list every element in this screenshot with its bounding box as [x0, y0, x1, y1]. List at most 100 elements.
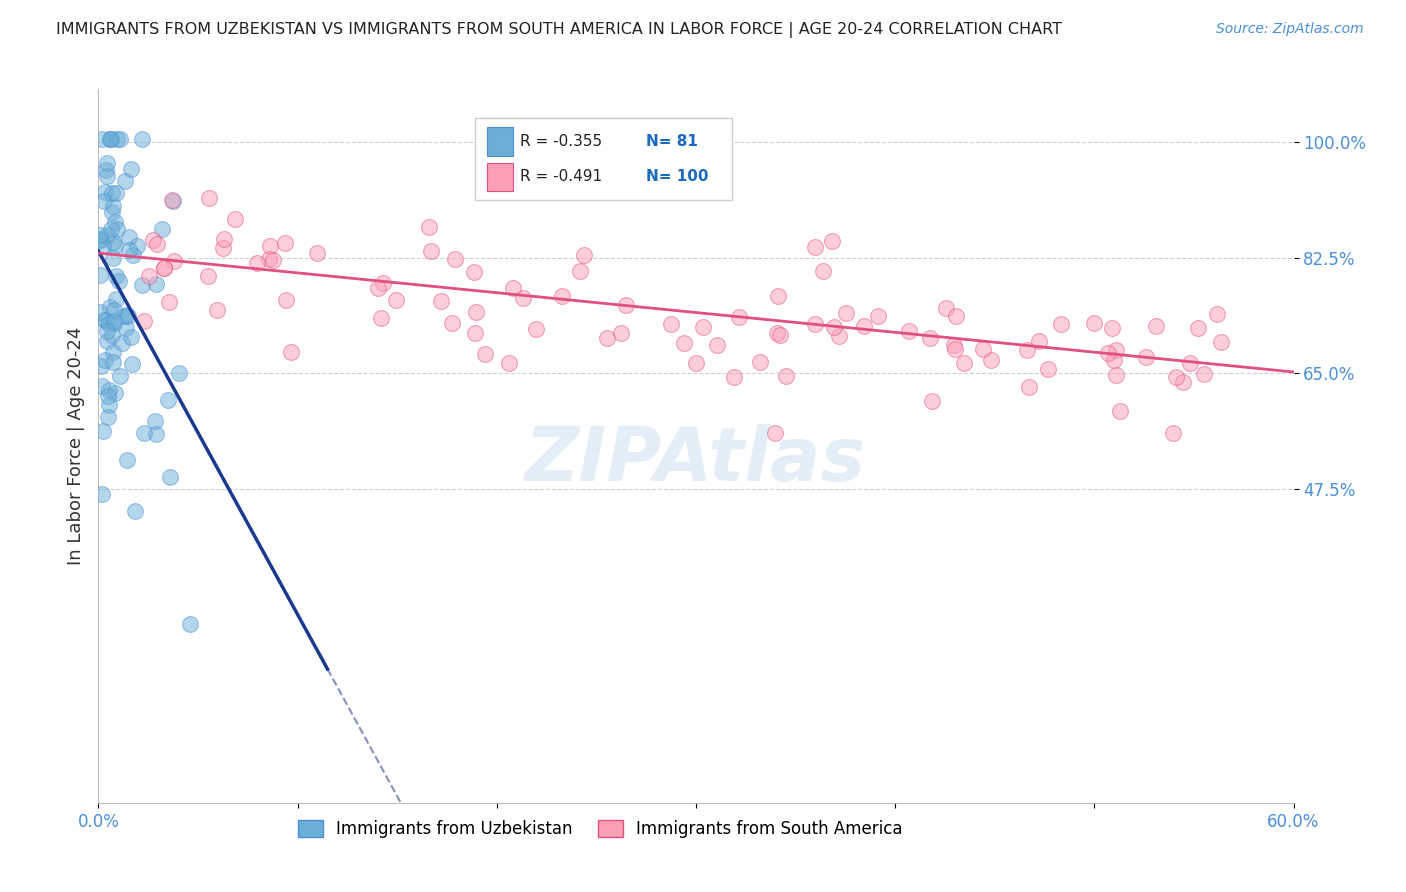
- Point: [803, 317, 825, 331]
- Point: [512, 291, 534, 305]
- Point: [101, 345, 124, 359]
- Point: [152, 221, 174, 235]
- Point: [821, 234, 844, 248]
- Point: [1102, 353, 1125, 368]
- Point: [96, 227, 118, 242]
- Point: [110, 132, 132, 146]
- Point: [90, 359, 112, 373]
- Point: [105, 132, 128, 146]
- Point: [1135, 350, 1157, 364]
- Point: [89, 232, 111, 246]
- Point: [727, 310, 749, 325]
- Point: [823, 319, 845, 334]
- Point: [1173, 375, 1195, 389]
- Point: [115, 452, 138, 467]
- Point: [1036, 362, 1059, 376]
- Point: [91, 425, 114, 439]
- Point: [100, 186, 122, 201]
- Point: [953, 356, 976, 370]
- Point: [122, 248, 145, 262]
- Point: [103, 385, 125, 400]
- Point: [103, 314, 125, 328]
- Text: ZIPAtlas: ZIPAtlas: [526, 424, 866, 497]
- Point: [430, 293, 453, 308]
- Point: [103, 355, 125, 369]
- Point: [89, 233, 111, 247]
- FancyBboxPatch shape: [486, 162, 513, 191]
- Point: [945, 343, 967, 357]
- Point: [897, 324, 920, 338]
- Point: [89, 305, 111, 319]
- Point: [616, 297, 638, 311]
- Point: [1192, 367, 1215, 381]
- Point: [813, 264, 835, 278]
- Point: [371, 277, 394, 291]
- Point: [111, 336, 134, 351]
- Point: [673, 336, 696, 351]
- Point: [145, 277, 167, 292]
- Point: [276, 293, 298, 308]
- Point: [1018, 380, 1040, 394]
- Point: [157, 295, 180, 310]
- Text: N= 100: N= 100: [645, 169, 709, 185]
- Point: [852, 318, 875, 333]
- Point: [103, 317, 125, 331]
- Point: [100, 222, 122, 236]
- Point: [659, 317, 682, 331]
- Point: [1101, 321, 1123, 335]
- Point: [572, 248, 595, 262]
- Point: [107, 222, 129, 236]
- Point: [418, 220, 440, 235]
- Text: N= 81: N= 81: [645, 134, 697, 149]
- Point: [98, 132, 121, 146]
- Point: [107, 274, 129, 288]
- Point: [749, 355, 772, 369]
- Point: [465, 305, 488, 319]
- Point: [246, 256, 269, 270]
- Point: [1164, 369, 1187, 384]
- Text: R = -0.491: R = -0.491: [520, 169, 602, 185]
- Point: [114, 174, 136, 188]
- Point: [131, 132, 153, 146]
- Point: [93, 313, 115, 327]
- Point: [692, 320, 714, 334]
- Point: [90, 487, 112, 501]
- Point: [153, 260, 176, 275]
- Point: [101, 252, 124, 266]
- Point: [101, 198, 124, 212]
- Point: [723, 370, 745, 384]
- Point: [97, 317, 120, 331]
- Point: [94, 312, 117, 326]
- Point: [420, 244, 443, 258]
- Point: [145, 426, 167, 441]
- Point: [1083, 316, 1105, 330]
- Point: [1015, 343, 1038, 358]
- Point: [115, 308, 138, 322]
- Point: [1178, 356, 1201, 370]
- Point: [385, 293, 408, 308]
- Point: [118, 244, 141, 258]
- Point: [224, 211, 246, 226]
- Point: [1050, 318, 1073, 332]
- Y-axis label: In Labor Force | Age 20-24: In Labor Force | Age 20-24: [66, 326, 84, 566]
- Point: [211, 241, 233, 255]
- Point: [160, 193, 183, 207]
- Point: [280, 344, 302, 359]
- Point: [766, 289, 789, 303]
- Point: [143, 414, 166, 428]
- Point: [440, 316, 463, 330]
- Point: [89, 227, 111, 242]
- Point: [108, 368, 131, 383]
- Point: [370, 310, 392, 325]
- Point: [90, 132, 112, 146]
- Point: [134, 314, 156, 328]
- Text: R = -0.355: R = -0.355: [520, 134, 602, 149]
- Point: [138, 269, 160, 284]
- Point: [945, 309, 967, 323]
- Point: [274, 236, 297, 251]
- Point: [179, 617, 201, 632]
- Point: [146, 237, 169, 252]
- FancyBboxPatch shape: [486, 127, 513, 155]
- Point: [1097, 346, 1119, 360]
- Point: [259, 239, 281, 253]
